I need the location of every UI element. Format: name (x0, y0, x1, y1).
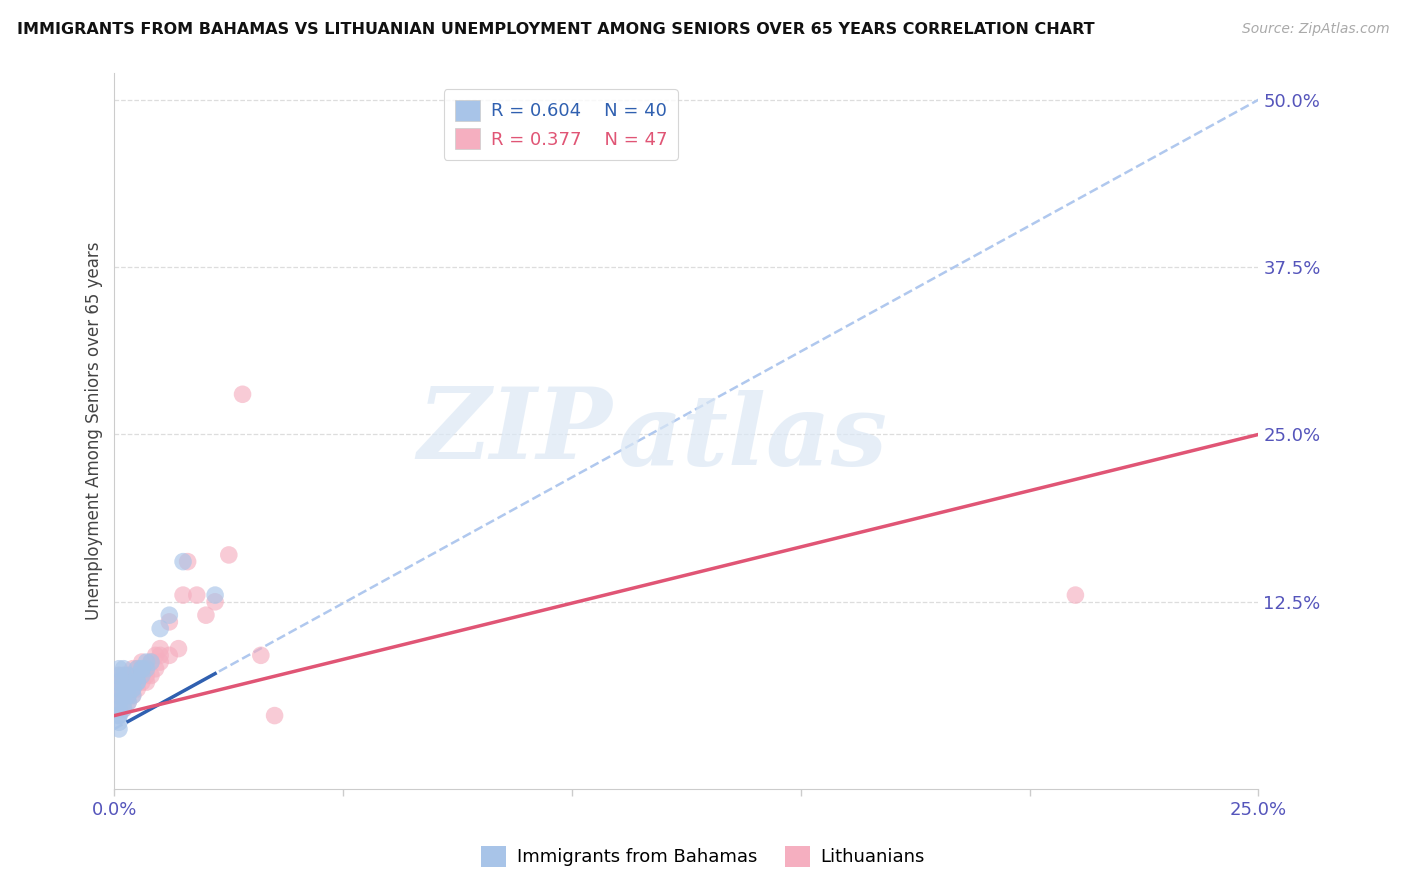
Point (108, 689, 131, 703)
Point (149, 622, 172, 636)
Point (131, 662, 153, 676)
Point (127, 675, 149, 690)
Point (112, 668, 135, 682)
Point (112, 668, 135, 682)
Text: IMMIGRANTS FROM BAHAMAS VS LITHUANIAN UNEMPLOYMENT AMONG SENIORS OVER 65 YEARS C: IMMIGRANTS FROM BAHAMAS VS LITHUANIAN UN… (17, 22, 1094, 37)
Point (112, 689, 135, 703)
Point (121, 681, 143, 696)
Point (108, 675, 131, 690)
Point (117, 695, 139, 709)
Point (108, 668, 131, 682)
Point (127, 675, 149, 690)
Point (117, 689, 139, 703)
Point (112, 702, 135, 716)
Point (108, 675, 131, 690)
Point (135, 662, 157, 676)
Point (121, 662, 143, 676)
Point (135, 662, 157, 676)
Point (108, 722, 131, 736)
Point (263, 708, 285, 723)
Point (131, 668, 153, 682)
Point (157, 608, 180, 623)
Point (117, 695, 139, 709)
Point (121, 681, 143, 696)
Point (127, 681, 149, 696)
Point (117, 681, 139, 696)
Point (112, 681, 135, 696)
Point (145, 648, 167, 663)
Point (117, 689, 139, 703)
Point (121, 689, 143, 703)
Point (112, 675, 135, 690)
Point (149, 648, 172, 663)
Point (135, 675, 157, 690)
Point (149, 641, 172, 656)
Point (108, 689, 131, 703)
Point (172, 588, 194, 602)
Point (117, 668, 139, 682)
Point (112, 675, 135, 690)
Point (108, 695, 131, 709)
Point (145, 662, 167, 676)
Point (232, 387, 254, 401)
Point (127, 662, 149, 676)
Point (108, 715, 131, 730)
Text: Source: ZipAtlas.com: Source: ZipAtlas.com (1241, 22, 1389, 37)
Point (117, 681, 139, 696)
Point (127, 675, 149, 690)
Point (172, 555, 194, 569)
Point (117, 668, 139, 682)
Point (139, 668, 162, 682)
Text: ZIP: ZIP (418, 383, 612, 479)
Point (149, 655, 172, 669)
Point (250, 648, 273, 663)
Point (112, 662, 135, 676)
Point (108, 668, 131, 682)
Point (1064, 588, 1087, 602)
Point (108, 662, 131, 676)
Point (194, 608, 217, 623)
Point (157, 615, 180, 629)
Point (139, 655, 162, 669)
Point (131, 668, 153, 682)
Point (108, 702, 131, 716)
Point (186, 588, 208, 602)
Point (131, 662, 153, 676)
Point (127, 662, 149, 676)
Point (121, 675, 143, 690)
Point (108, 681, 131, 696)
Point (204, 588, 226, 602)
Point (131, 655, 153, 669)
Point (108, 708, 131, 723)
Point (108, 708, 131, 723)
Point (108, 681, 131, 696)
Point (135, 668, 157, 682)
Legend: Immigrants from Bahamas, Lithuanians: Immigrants from Bahamas, Lithuanians (474, 838, 932, 874)
Point (121, 681, 143, 696)
Point (121, 689, 143, 703)
Point (127, 668, 149, 682)
Point (117, 675, 139, 690)
Point (204, 595, 226, 609)
Point (176, 555, 198, 569)
Point (167, 641, 190, 656)
Point (157, 648, 180, 663)
Point (135, 655, 157, 669)
Point (218, 548, 240, 562)
Point (112, 702, 135, 716)
Text: atlas: atlas (617, 390, 887, 486)
Point (112, 695, 135, 709)
Point (108, 695, 131, 709)
Point (112, 689, 135, 703)
Point (139, 655, 162, 669)
Y-axis label: Unemployment Among Seniors over 65 years: Unemployment Among Seniors over 65 years (86, 242, 103, 620)
Legend: R = 0.604    N = 40, R = 0.377    N = 47: R = 0.604 N = 40, R = 0.377 N = 47 (444, 89, 678, 160)
Point (121, 675, 143, 690)
Point (131, 675, 153, 690)
